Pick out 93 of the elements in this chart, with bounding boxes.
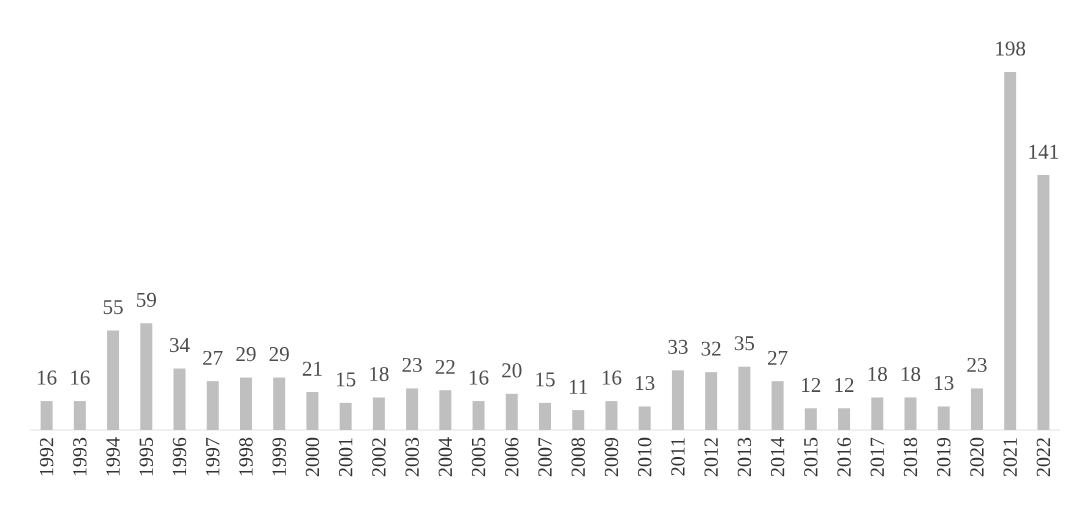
data-label: 18 (370, 366, 389, 382)
data-label: 34 (170, 338, 190, 353)
bar (372, 397, 385, 430)
x-tick-label: 2008 (571, 437, 585, 477)
data-label: 55 (103, 300, 123, 315)
bar (937, 406, 950, 430)
bar (838, 408, 851, 430)
bar (239, 377, 252, 430)
bar (173, 368, 186, 430)
data-label: 11 (569, 379, 588, 394)
x-tick-label: 2010 (637, 437, 652, 477)
bar (439, 390, 452, 430)
x-tick-label: 2018 (903, 437, 918, 477)
data-label: 33 (668, 339, 688, 354)
x-tick-label: 2019 (936, 437, 951, 477)
bar (107, 330, 120, 430)
x-tick-label: 2000 (305, 437, 320, 477)
bar (40, 401, 53, 430)
bar (206, 381, 219, 430)
bar (970, 388, 983, 430)
x-tick-label: 2001 (338, 438, 353, 477)
x-tick-label: 2021 (1003, 438, 1017, 477)
bar (705, 372, 718, 430)
bar (1037, 175, 1050, 430)
bar (671, 370, 684, 430)
x-tick-label: 1992 (39, 438, 54, 476)
x-tick-label: 1998 (239, 437, 253, 476)
data-label: 21 (302, 361, 322, 376)
x-tick-label: 2017 (870, 437, 885, 477)
data-label: 13 (935, 375, 954, 391)
x-tick-label: 2013 (737, 437, 752, 477)
data-label: 16 (71, 370, 90, 385)
x-tick-label: 1993 (73, 437, 87, 476)
x-tick-label: 2020 (970, 437, 984, 477)
data-label: 23 (967, 357, 987, 373)
bar (771, 381, 784, 430)
bar (306, 392, 319, 430)
x-tick-label: 2012 (704, 438, 718, 477)
data-label: 16 (602, 370, 622, 385)
bar (572, 410, 585, 430)
x-tick-label: 2015 (804, 437, 818, 477)
x-tick-label: 1999 (272, 437, 286, 476)
data-label: 59 (137, 292, 156, 307)
x-tick-label: 2005 (471, 437, 486, 477)
bar (871, 397, 884, 430)
bar (1004, 72, 1017, 430)
data-label: 15 (337, 372, 356, 387)
x-tick-label: 2016 (837, 437, 851, 477)
data-label: 12 (835, 378, 854, 392)
x-tick-label: 2006 (505, 437, 519, 477)
bar (73, 401, 86, 430)
x-tick-label: 2009 (604, 437, 619, 477)
x-tick-label: 1996 (172, 437, 187, 476)
bar (804, 408, 817, 430)
data-label: 22 (435, 359, 455, 374)
data-label: 18 (868, 366, 887, 382)
data-label: 16 (469, 370, 489, 385)
bar (904, 397, 917, 430)
bar (605, 401, 618, 430)
data-label: 13 (636, 375, 655, 391)
bar (273, 377, 286, 430)
bar (406, 388, 419, 430)
data-label: 35 (734, 336, 755, 351)
data-label: 23 (402, 357, 422, 373)
data-label: 198 (996, 41, 1026, 56)
x-tick-label: 2007 (538, 437, 552, 477)
x-tick-label: 1995 (139, 437, 153, 476)
x-tick-label: 1994 (106, 437, 120, 476)
x-tick-label: 2022 (1036, 438, 1051, 477)
bar (638, 406, 651, 430)
data-label: 27 (203, 350, 223, 365)
x-tick-label: 2011 (671, 438, 685, 476)
bar (738, 366, 751, 430)
data-label: 12 (802, 378, 821, 392)
bar (505, 393, 518, 430)
x-tick-label: 2003 (405, 437, 419, 477)
x-tick-label: 2014 (770, 437, 785, 477)
data-label: 15 (536, 372, 555, 387)
x-tick-label: 2004 (438, 437, 453, 477)
bar (339, 402, 352, 430)
bar (539, 402, 552, 430)
data-label: 20 (502, 363, 522, 378)
data-label: 29 (269, 347, 289, 362)
bar (472, 401, 485, 430)
data-label: 16 (37, 370, 57, 385)
x-tick-label: 1997 (206, 437, 220, 476)
data-label: 27 (768, 350, 788, 365)
bar (140, 323, 153, 430)
data-label: 141 (1029, 144, 1058, 159)
data-label: 29 (236, 347, 256, 362)
data-label: 18 (901, 366, 921, 382)
data-label: 32 (701, 341, 721, 356)
x-tick-label: 2002 (372, 438, 386, 477)
